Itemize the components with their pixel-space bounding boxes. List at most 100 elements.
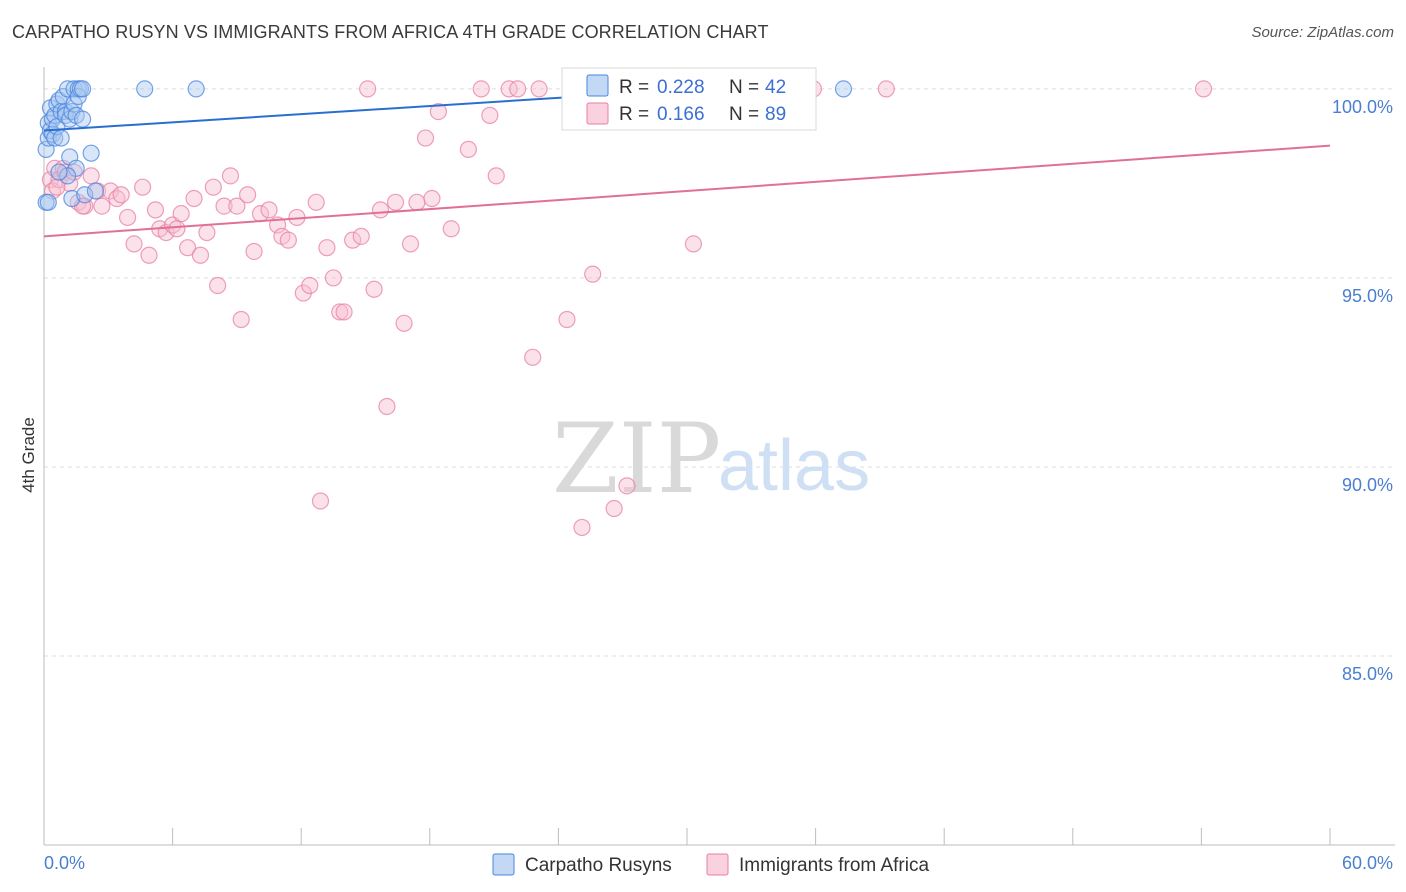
africa-point — [179, 239, 197, 257]
africa-point — [573, 518, 591, 537]
africa-point — [221, 167, 240, 185]
series-immigrants-from-africa — [41, 80, 1213, 537]
africa-point — [204, 178, 222, 196]
legend-r-value-blue: 0.228 — [657, 77, 705, 98]
chart-title: CARPATHO RUSYN VS IMMIGRANTS FROM AFRICA… — [12, 22, 769, 42]
africa-point — [877, 80, 895, 98]
carpatho-rusyn-point — [63, 189, 81, 208]
africa-point — [125, 235, 143, 253]
africa-point — [1194, 80, 1213, 98]
africa-point — [311, 492, 330, 510]
africa-point — [429, 102, 447, 121]
carpatho-rusyn-point — [52, 129, 70, 147]
legend-r-label-pink: R = — [619, 104, 649, 125]
africa-point — [215, 197, 233, 215]
y-tick-labels: 100.0% 95.0% 90.0% 85.0% — [1332, 97, 1393, 684]
bottom-legend: Carpatho Rusyns Immigrants from Africa — [492, 853, 929, 876]
axes — [43, 67, 1395, 846]
carpatho-rusyn-point — [834, 80, 853, 98]
legend-r-label-blue: R = — [619, 77, 649, 98]
africa-point — [684, 235, 703, 253]
africa-point — [524, 348, 542, 366]
africa-point — [416, 129, 435, 147]
carpatho-rusyn-point — [136, 80, 154, 98]
africa-point — [324, 269, 342, 287]
africa-point — [359, 80, 377, 98]
africa-point — [140, 246, 158, 264]
x-tick-label-min: 0.0% — [44, 853, 85, 873]
africa-point — [509, 80, 527, 98]
trend-lines — [43, 95, 1331, 238]
y-tick-label: 95.0% — [1342, 286, 1393, 306]
africa-point — [168, 220, 186, 238]
africa-point — [408, 193, 426, 211]
africa-point — [318, 239, 336, 257]
watermark-zip: ZIP — [552, 403, 721, 515]
africa-point — [112, 186, 130, 204]
africa-point — [344, 231, 362, 249]
africa-point — [245, 242, 263, 261]
africa-point — [459, 140, 477, 158]
carpatho-rusyn-point — [82, 144, 100, 162]
africa-point — [232, 310, 250, 329]
y-tick-label: 100.0% — [1332, 97, 1393, 117]
carpatho-rusyn-point — [50, 163, 68, 181]
africa-point — [423, 189, 441, 208]
africa-point — [442, 220, 460, 238]
africa-point — [395, 314, 413, 332]
africa-point — [401, 235, 420, 253]
africa-point — [378, 397, 396, 416]
africa-point — [93, 197, 111, 215]
carpatho-rusyn-point — [86, 182, 105, 200]
carpatho-rusyn-point — [73, 110, 92, 128]
africa-point — [133, 178, 152, 196]
y-tick-label: 90.0% — [1342, 475, 1393, 495]
y-axis-title: 4th Grade — [19, 417, 38, 493]
trend-line-carpatho-rusyns — [43, 95, 580, 132]
watermark-atlas: atlas — [718, 426, 870, 506]
legend-swatch-pink — [586, 102, 609, 125]
africa-point — [118, 208, 137, 227]
africa-point — [191, 246, 210, 264]
bottom-legend-swatch-pink — [706, 853, 729, 876]
africa-point — [185, 189, 203, 208]
carpatho-rusyn-point — [76, 186, 94, 204]
africa-point — [352, 227, 370, 245]
legend-n-label-pink: N = — [729, 104, 759, 125]
gridlines — [44, 88, 1395, 657]
correlation-legend: R = 0.228 N = 42 R = 0.166 N = 89 — [561, 67, 817, 131]
africa-point — [198, 223, 216, 242]
bottom-legend-label-pink: Immigrants from Africa — [739, 855, 929, 876]
africa-point — [239, 186, 257, 204]
africa-point — [335, 303, 353, 321]
africa-point — [331, 303, 349, 321]
africa-point — [558, 310, 576, 329]
africa-point — [146, 201, 165, 219]
africa-point — [260, 201, 278, 219]
legend-r-value-pink: 0.166 — [657, 104, 705, 125]
africa-point — [209, 276, 227, 295]
africa-point — [584, 265, 602, 283]
africa-point — [279, 231, 297, 249]
africa-point — [618, 477, 636, 495]
carpatho-rusyn-point — [58, 167, 77, 185]
x-tick-label-max: 60.0% — [1342, 853, 1393, 873]
africa-point — [605, 499, 623, 518]
carpatho-rusyn-point — [73, 80, 92, 98]
trend-line-immigrants-from-africa — [43, 144, 1331, 238]
africa-point — [365, 280, 383, 298]
africa-point — [82, 167, 100, 185]
y-tick-label: 85.0% — [1342, 664, 1393, 684]
bottom-legend-swatch-blue — [492, 853, 515, 876]
africa-point — [472, 80, 490, 98]
bottom-legend-label-blue: Carpatho Rusyns — [525, 855, 672, 876]
africa-point — [301, 276, 319, 295]
watermark: ZIP atlas — [552, 403, 870, 515]
africa-point — [307, 193, 325, 211]
africa-point — [172, 205, 190, 223]
legend-n-label-blue: N = — [729, 77, 759, 98]
africa-point — [481, 106, 499, 124]
carpatho-rusyn-point — [39, 193, 57, 211]
africa-point — [386, 193, 405, 211]
